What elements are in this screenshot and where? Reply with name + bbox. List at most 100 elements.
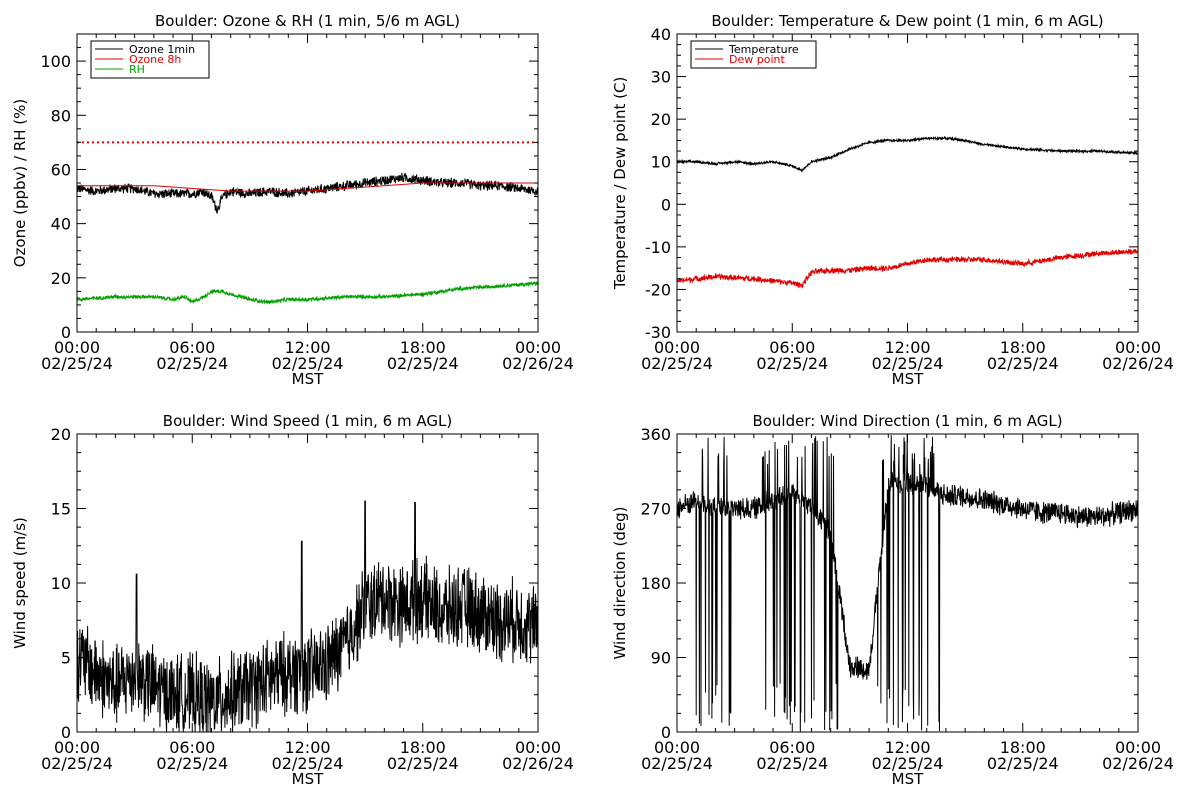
x-tick-time: 12:00	[884, 338, 930, 357]
x-tick-date: 02/25/24	[641, 754, 713, 773]
x-tick-date: 02/25/24	[987, 354, 1059, 373]
x-tick-time: 00:00	[654, 338, 700, 357]
y-tick-label: 0	[661, 723, 671, 742]
y-tick-label: 100	[40, 52, 71, 71]
x-axis-label: MST	[292, 770, 324, 788]
x-tick-date: 02/26/24	[502, 754, 574, 773]
y-axis-label: Wind direction (deg)	[611, 507, 629, 660]
chart-title: Boulder: Ozone & RH (1 min, 5/6 m AGL)	[155, 12, 460, 30]
x-tick-time: 00:00	[54, 338, 100, 357]
x-tick-date: 02/25/24	[272, 354, 344, 373]
series-temperature	[677, 135, 1138, 173]
series-rh	[77, 281, 538, 305]
chart-panel-4: Boulder: Wind Direction (1 min, 6 m AGL)…	[611, 412, 1174, 788]
x-tick-time: 18:00	[400, 338, 446, 357]
x-axis-label: MST	[892, 370, 924, 388]
y-tick-label: 20	[51, 425, 71, 444]
y-tick-label: 80	[51, 106, 71, 125]
legend-label: Dew point	[729, 53, 785, 66]
y-tick-label: 40	[651, 25, 671, 44]
x-tick-date: 02/26/24	[1102, 754, 1174, 773]
x-tick-time: 00:00	[515, 738, 561, 757]
x-tick-time: 18:00	[1000, 338, 1046, 357]
y-tick-label: 90	[651, 649, 671, 668]
legend-box	[690, 40, 817, 69]
y-tick-label: 40	[51, 215, 71, 234]
y-tick-label: 0	[61, 323, 71, 342]
y-tick-label: 30	[651, 68, 671, 87]
y-tick-label: 360	[640, 425, 671, 444]
x-tick-time: 00:00	[654, 738, 700, 757]
plot-area	[677, 434, 1138, 732]
x-tick-date: 02/26/24	[1102, 354, 1174, 373]
legend-box	[90, 40, 210, 79]
y-tick-label: 20	[51, 269, 71, 288]
x-tick-date: 02/25/24	[387, 354, 459, 373]
x-tick-date: 02/26/24	[502, 354, 574, 373]
y-axis-label: Ozone (ppbv) / RH (%)	[11, 99, 29, 268]
y-tick-label: 10	[51, 574, 71, 593]
chart-panel-2: Boulder: Temperature & Dew point (1 min,…	[611, 12, 1174, 388]
plot-area	[77, 141, 538, 305]
x-tick-date: 02/25/24	[272, 754, 344, 773]
y-tick-label: 180	[640, 574, 671, 593]
y-axis-label: Temperature / Dew point (C)	[611, 77, 629, 291]
chart-panel-1: Boulder: Ozone & RH (1 min, 5/6 m AGL)02…	[11, 12, 574, 388]
y-tick-label: 0	[61, 723, 71, 742]
legend-label: Ozone 8h	[129, 53, 181, 66]
y-tick-label: -20	[645, 280, 671, 299]
x-tick-time: 00:00	[515, 338, 561, 357]
y-tick-label: 15	[51, 500, 71, 519]
x-tick-time: 06:00	[169, 738, 215, 757]
x-tick-time: 12:00	[884, 738, 930, 757]
series-line	[77, 500, 538, 732]
series-dew-point	[677, 248, 1138, 289]
x-tick-time: 00:00	[54, 738, 100, 757]
x-tick-date: 02/25/24	[156, 754, 228, 773]
x-tick-time: 00:00	[1115, 738, 1161, 757]
x-tick-time: 12:00	[284, 738, 330, 757]
x-tick-date: 02/25/24	[987, 754, 1059, 773]
x-tick-date: 02/25/24	[756, 754, 828, 773]
y-tick-label: 0	[661, 195, 671, 214]
x-axis-label: MST	[892, 770, 924, 788]
y-tick-label: -10	[645, 238, 671, 257]
x-tick-date: 02/25/24	[156, 354, 228, 373]
chart-title: Boulder: Wind Speed (1 min, 6 m AGL)	[163, 412, 452, 430]
x-tick-date: 02/25/24	[41, 754, 113, 773]
y-tick-label: 270	[640, 500, 671, 519]
plot-frame	[676, 33, 1139, 333]
y-tick-label: 60	[51, 160, 71, 179]
legend-label: RH	[129, 63, 145, 76]
chart-panel-3: Boulder: Wind Speed (1 min, 6 m AGL) 0 5 10…	[11, 412, 574, 788]
x-tick-time: 12:00	[284, 338, 330, 357]
x-tick-date: 02/25/24	[387, 754, 459, 773]
x-tick-time: 18:00	[400, 738, 446, 757]
x-tick-date: 02/25/24	[41, 354, 113, 373]
x-tick-time: 00:00	[1115, 338, 1161, 357]
y-tick-label: 20	[651, 110, 671, 129]
x-tick-date: 02/25/24	[872, 754, 944, 773]
y-tick-label: 5	[61, 649, 71, 668]
chart-title: Boulder: Temperature & Dew point (1 min,…	[711, 12, 1103, 30]
x-tick-time: 06:00	[769, 338, 815, 357]
series-line	[677, 434, 1138, 732]
legend-label: Ozone 1min	[129, 43, 195, 56]
y-axis-label: Wind speed (m/s)	[11, 517, 29, 649]
series-ozone-8h	[77, 182, 538, 192]
y-tick-label: -30	[645, 323, 671, 342]
x-tick-time: 06:00	[169, 338, 215, 357]
chart-title: Boulder: Wind Direction (1 min, 6 m AGL)	[752, 412, 1062, 430]
series-ozone-1min	[77, 172, 538, 214]
plot-area	[77, 500, 538, 732]
x-tick-time: 06:00	[769, 738, 815, 757]
x-axis-label: MST	[292, 370, 324, 388]
x-tick-date: 02/25/24	[641, 354, 713, 373]
x-tick-date: 02/25/24	[756, 354, 828, 373]
legend-label: Temperature	[728, 43, 799, 56]
x-tick-date: 02/25/24	[872, 354, 944, 373]
x-tick-time: 18:00	[1000, 738, 1046, 757]
